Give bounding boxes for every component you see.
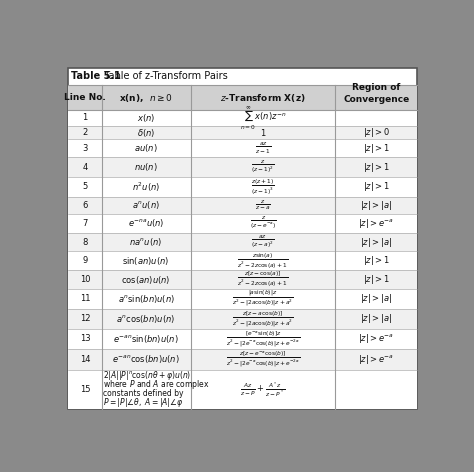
Text: 5: 5: [82, 183, 88, 192]
Text: where $P$ and $A$ are complex: where $P$ and $A$ are complex: [103, 378, 210, 391]
Text: $\frac{z[z - e^{-a}\cos(b)]}{z^2 - |2e^{-a}\cos(b)|z + e^{-2a}}$: $\frac{z[z - e^{-a}\cos(b)]}{z^2 - |2e^{…: [226, 350, 300, 369]
Bar: [68, 329, 418, 349]
Text: 3: 3: [82, 144, 88, 153]
Bar: [68, 157, 418, 177]
Bar: [68, 126, 418, 139]
Bar: [68, 309, 418, 329]
Text: $|z| > 1$: $|z| > 1$: [363, 273, 390, 286]
Text: $|z| > 1$: $|z| > 1$: [363, 254, 390, 267]
Text: 2: 2: [82, 128, 88, 137]
Text: $\mathbf{x}$$\mathbf{(n)}$,  $n \geq 0$: $\mathbf{x}$$\mathbf{(n)}$, $n \geq 0$: [119, 92, 173, 104]
Text: 4: 4: [82, 163, 88, 172]
Bar: [68, 177, 418, 197]
Bar: [68, 252, 418, 270]
Text: $|z| > |a|$: $|z| > |a|$: [360, 312, 392, 325]
Bar: [68, 214, 418, 233]
Text: $1$: $1$: [260, 127, 266, 138]
Text: $x(n)$: $x(n)$: [137, 112, 155, 124]
Bar: [68, 349, 418, 370]
Text: $|z| > 0$: $|z| > 0$: [363, 126, 390, 139]
Text: $|z| > 1$: $|z| > 1$: [363, 180, 390, 194]
Text: $e^{-na} u(n)$: $e^{-na} u(n)$: [128, 217, 164, 229]
Bar: [68, 233, 418, 252]
Text: $P = |P|\angle\theta,\ A = |A|\angle\varphi$: $P = |P|\angle\theta,\ A = |A|\angle\var…: [103, 396, 184, 409]
Text: $a^n \cos(bn)u(n)$: $a^n \cos(bn)u(n)$: [117, 312, 176, 325]
Text: 14: 14: [80, 355, 90, 364]
Text: $\frac{Az}{z - P} + \frac{A^*z}{z - P^*}$: $\frac{Az}{z - P} + \frac{A^*z}{z - P^*}…: [240, 380, 286, 399]
Text: 9: 9: [82, 256, 88, 265]
Text: $nu(n)$: $nu(n)$: [134, 161, 158, 173]
Bar: [68, 289, 418, 309]
Text: Table 5.1: Table 5.1: [72, 71, 121, 82]
Text: $|z| > |a|$: $|z| > |a|$: [360, 236, 392, 249]
Text: $|z| > e^{-a}$: $|z| > e^{-a}$: [358, 353, 394, 366]
Text: $|z| > 1$: $|z| > 1$: [363, 161, 390, 174]
Text: $z$-Transform $\mathbf{X}$($\mathbf{z}$): $z$-Transform $\mathbf{X}$($\mathbf{z}$): [220, 92, 306, 104]
Text: 15: 15: [80, 385, 90, 394]
Text: constants defined by: constants defined by: [103, 389, 184, 398]
Text: Line No.: Line No.: [64, 93, 106, 102]
Text: $\frac{|a\sin(b)|z}{z^2 - |2a\cos(b)|z + a^2}$: $\frac{|a\sin(b)|z}{z^2 - |2a\cos(b)|z +…: [232, 289, 294, 309]
Bar: [68, 370, 418, 409]
Bar: [68, 110, 418, 126]
Text: $\sum_{n=0}^{\infty} x(n)z^{-n}$: $\sum_{n=0}^{\infty} x(n)z^{-n}$: [240, 104, 286, 132]
Text: $\frac{z}{z - a}$: $\frac{z}{z - a}$: [255, 199, 271, 212]
Text: 6: 6: [82, 201, 88, 210]
Bar: [68, 85, 418, 110]
Text: 1: 1: [82, 113, 88, 122]
Text: $\frac{z\sin(a)}{z^2 - 2z\cos(a) + 1}$: $\frac{z\sin(a)}{z^2 - 2z\cos(a) + 1}$: [237, 251, 289, 270]
Text: $|z| > |a|$: $|z| > |a|$: [360, 199, 392, 212]
Text: $\frac{az}{(z - a)^2}$: $\frac{az}{(z - a)^2}$: [251, 234, 274, 251]
Text: 12: 12: [80, 314, 90, 323]
Bar: [68, 139, 418, 157]
Text: $2|A||P|^n \cos(n\theta + \varphi)u(n)$: $2|A||P|^n \cos(n\theta + \varphi)u(n)$: [103, 369, 192, 382]
Text: 11: 11: [80, 295, 90, 303]
Text: $\frac{z}{(z - e^{-a})}$: $\frac{z}{(z - e^{-a})}$: [249, 215, 276, 231]
Text: $e^{-an} \cos(bn)u(n)$: $e^{-an} \cos(bn)u(n)$: [112, 354, 180, 365]
Text: $|z| > |a|$: $|z| > |a|$: [360, 293, 392, 305]
Text: $n^2 u(n)$: $n^2 u(n)$: [132, 180, 160, 194]
Text: $e^{-an} \sin(bn)u(n)$: $e^{-an} \sin(bn)u(n)$: [113, 333, 179, 345]
Text: $au(n)$: $au(n)$: [134, 143, 158, 154]
Text: $a^n u(n)$: $a^n u(n)$: [132, 199, 160, 211]
Text: $|z| > e^{-a}$: $|z| > e^{-a}$: [358, 217, 394, 230]
Text: $\frac{z[z - a\cos(b)]}{z^2 - |2a\cos(b)|z + a^2}$: $\frac{z[z - a\cos(b)]}{z^2 - |2a\cos(b)…: [232, 309, 294, 329]
Text: 7: 7: [82, 219, 88, 228]
Text: $na^n u(n)$: $na^n u(n)$: [129, 236, 163, 248]
Bar: [68, 270, 418, 289]
Text: Table of z-Transform Pairs: Table of z-Transform Pairs: [98, 71, 228, 82]
Text: $\frac{[e^{-a}\sin(b)]z}{z^2 - |2e^{-a}\cos(b)|z + e^{-2a}}$: $\frac{[e^{-a}\sin(b)]z}{z^2 - |2e^{-a}\…: [226, 329, 300, 349]
Text: 13: 13: [80, 334, 91, 343]
Text: $\delta(n)$: $\delta(n)$: [137, 127, 155, 139]
Text: $\sin(an)u(n)$: $\sin(an)u(n)$: [122, 255, 170, 267]
Text: 10: 10: [80, 275, 90, 284]
Text: $\frac{z}{(z - 1)^2}$: $\frac{z}{(z - 1)^2}$: [251, 159, 275, 176]
Text: $a^n \sin(bn)u(n)$: $a^n \sin(bn)u(n)$: [118, 293, 174, 305]
Text: $\frac{z[z - \cos(a)]}{z^2 - 2z\cos(a) + 1}$: $\frac{z[z - \cos(a)]}{z^2 - 2z\cos(a) +…: [237, 270, 289, 289]
Text: $|z| > 1$: $|z| > 1$: [363, 142, 390, 155]
Text: $\frac{az}{z - 1}$: $\frac{az}{z - 1}$: [255, 141, 271, 156]
Text: $|z| > e^{-a}$: $|z| > e^{-a}$: [358, 332, 394, 346]
Text: $\frac{z(z + 1)}{(z - 1)^3}$: $\frac{z(z + 1)}{(z - 1)^3}$: [251, 177, 275, 197]
Bar: [68, 197, 418, 214]
Text: Region of
Convergence: Region of Convergence: [343, 83, 410, 104]
Text: $\cos(an)u(n)$: $\cos(an)u(n)$: [121, 274, 171, 286]
Text: 8: 8: [82, 237, 88, 246]
